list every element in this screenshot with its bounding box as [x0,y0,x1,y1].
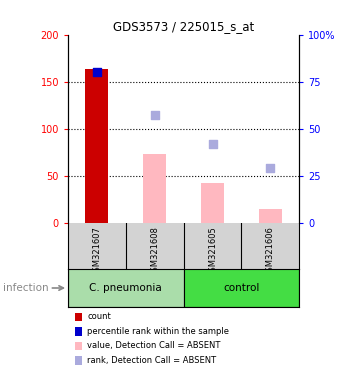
Point [152,113,157,119]
Bar [68,269,184,307]
Bar [201,183,224,223]
Text: rank, Detection Call = ABSENT: rank, Detection Call = ABSENT [87,356,217,365]
Bar [259,209,282,223]
Text: percentile rank within the sample: percentile rank within the sample [87,327,230,336]
Text: C. pneumonia: C. pneumonia [89,283,162,293]
Text: infection: infection [3,283,49,293]
Text: GSM321605: GSM321605 [208,227,217,277]
Text: value, Detection Call = ABSENT: value, Detection Call = ABSENT [87,341,221,351]
Bar [143,154,166,223]
Text: GSM321608: GSM321608 [150,227,159,277]
Text: count: count [87,312,111,321]
Text: GSM321606: GSM321606 [266,227,275,277]
Text: control: control [223,283,259,293]
Title: GDS3573 / 225015_s_at: GDS3573 / 225015_s_at [113,20,254,33]
Bar [85,70,108,223]
Point [268,165,273,171]
Bar [184,269,299,307]
Point [94,69,100,75]
Point [210,141,215,147]
Text: GSM321607: GSM321607 [92,227,101,277]
